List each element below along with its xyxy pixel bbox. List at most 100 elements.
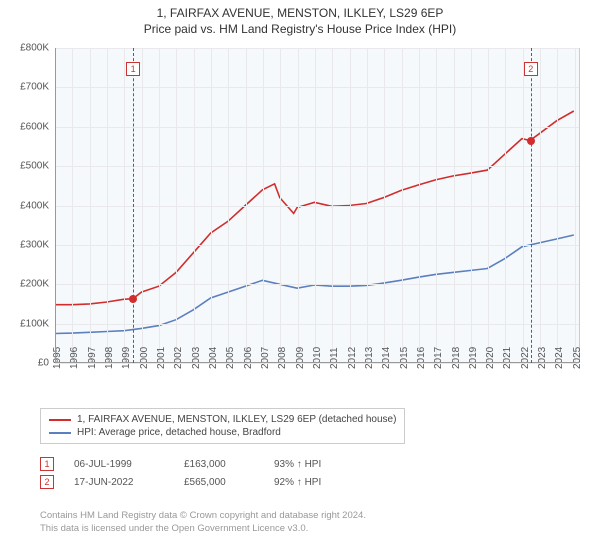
legend: 1, FAIRFAX AVENUE, MENSTON, ILKLEY, LS29…: [40, 408, 405, 444]
y-tick-label: £500K: [20, 161, 55, 172]
x-tick-label: 2020: [485, 347, 496, 369]
event-price: £565,000: [184, 477, 254, 488]
x-gridline: [124, 48, 125, 363]
x-gridline: [246, 48, 247, 363]
x-gridline: [280, 48, 281, 363]
x-gridline: [194, 48, 195, 363]
x-tick-label: 2002: [173, 347, 184, 369]
chart-root: 1, FAIRFAX AVENUE, MENSTON, ILKLEY, LS29…: [0, 0, 600, 560]
x-gridline: [90, 48, 91, 363]
x-gridline: [575, 48, 576, 363]
x-gridline: [488, 48, 489, 363]
x-gridline: [298, 48, 299, 363]
x-tick-label: 2025: [572, 347, 583, 369]
y-tick-label: £800K: [20, 43, 55, 54]
x-tick-label: 2007: [260, 347, 271, 369]
x-gridline: [72, 48, 73, 363]
event-marker-dot: [527, 137, 535, 145]
legend-label: HPI: Average price, detached house, Brad…: [77, 427, 281, 438]
x-tick-label: 1995: [52, 347, 63, 369]
x-tick-label: 1999: [121, 347, 132, 369]
x-gridline: [402, 48, 403, 363]
x-tick-label: 2010: [312, 347, 323, 369]
footer: Contains HM Land Registry data © Crown c…: [40, 510, 366, 536]
x-tick-label: 2001: [156, 347, 167, 369]
y-tick-label: £100K: [20, 318, 55, 329]
legend-label: 1, FAIRFAX AVENUE, MENSTON, ILKLEY, LS29…: [77, 414, 396, 425]
footer-line-1: Contains HM Land Registry data © Crown c…: [40, 510, 366, 523]
x-tick-label: 2013: [364, 347, 375, 369]
x-tick-label: 2015: [399, 347, 410, 369]
x-gridline: [557, 48, 558, 363]
event-pct: 92% ↑ HPI: [274, 477, 364, 488]
event-date: 17-JUN-2022: [74, 477, 164, 488]
x-gridline: [471, 48, 472, 363]
y-tick-label: £400K: [20, 200, 55, 211]
x-gridline: [228, 48, 229, 363]
y-tick-label: £300K: [20, 239, 55, 250]
x-gridline: [523, 48, 524, 363]
x-gridline: [367, 48, 368, 363]
x-tick-label: 2019: [468, 347, 479, 369]
x-gridline: [176, 48, 177, 363]
x-gridline: [436, 48, 437, 363]
x-tick-label: 2004: [208, 347, 219, 369]
reference-marker-box: 1: [126, 62, 140, 76]
x-tick-label: 2018: [451, 347, 462, 369]
x-gridline: [419, 48, 420, 363]
x-tick-label: 2005: [225, 347, 236, 369]
x-gridline: [384, 48, 385, 363]
y-tick-label: £700K: [20, 82, 55, 93]
x-tick-label: 2003: [191, 347, 202, 369]
x-tick-label: 2021: [502, 347, 513, 369]
legend-row: 1, FAIRFAX AVENUE, MENSTON, ILKLEY, LS29…: [49, 413, 396, 426]
x-tick-label: 2017: [433, 347, 444, 369]
x-tick-label: 2009: [295, 347, 306, 369]
x-gridline: [350, 48, 351, 363]
y-axis-line: [55, 48, 56, 363]
legend-row: HPI: Average price, detached house, Brad…: [49, 426, 396, 439]
x-tick-label: 2023: [537, 347, 548, 369]
x-tick-label: 2000: [139, 347, 150, 369]
x-tick-label: 2022: [520, 347, 531, 369]
x-tick-label: 1997: [87, 347, 98, 369]
event-pct: 93% ↑ HPI: [274, 459, 364, 470]
y-tick-label: £200K: [20, 279, 55, 290]
x-tick-label: 2024: [554, 347, 565, 369]
legend-swatch: [49, 432, 71, 434]
reference-vline: [531, 48, 532, 363]
event-row: 2 17-JUN-2022 £565,000 92% ↑ HPI: [40, 473, 364, 491]
event-marker-dot: [129, 295, 137, 303]
x-tick-label: 2011: [329, 347, 340, 369]
x-gridline: [142, 48, 143, 363]
x-tick-label: 1996: [69, 347, 80, 369]
x-tick-label: 2014: [381, 347, 392, 369]
event-row: 1 06-JUL-1999 £163,000 93% ↑ HPI: [40, 455, 364, 473]
x-tick-label: 2008: [277, 347, 288, 369]
title-sub: Price paid vs. HM Land Registry's House …: [0, 20, 600, 36]
x-gridline: [332, 48, 333, 363]
event-marker-num: 2: [40, 475, 54, 489]
x-gridline: [107, 48, 108, 363]
x-tick-label: 1998: [104, 347, 115, 369]
x-gridline: [211, 48, 212, 363]
x-gridline: [263, 48, 264, 363]
x-gridline: [159, 48, 160, 363]
x-gridline: [315, 48, 316, 363]
x-gridline: [454, 48, 455, 363]
reference-marker-box: 2: [524, 62, 538, 76]
x-tick-label: 2012: [347, 347, 358, 369]
title-main: 1, FAIRFAX AVENUE, MENSTON, ILKLEY, LS29…: [0, 0, 600, 20]
event-date: 06-JUL-1999: [74, 459, 164, 470]
chart-area: £0£100K£200K£300K£400K£500K£600K£700K£80…: [55, 48, 580, 363]
x-gridline: [540, 48, 541, 363]
event-marker-num: 1: [40, 457, 54, 471]
x-tick-label: 2006: [243, 347, 254, 369]
footer-line-2: This data is licensed under the Open Gov…: [40, 523, 366, 536]
legend-swatch: [49, 419, 71, 421]
x-gridline: [505, 48, 506, 363]
y-tick-label: £600K: [20, 121, 55, 132]
x-tick-label: 2016: [416, 347, 427, 369]
reference-vline: [133, 48, 134, 363]
event-price: £163,000: [184, 459, 254, 470]
